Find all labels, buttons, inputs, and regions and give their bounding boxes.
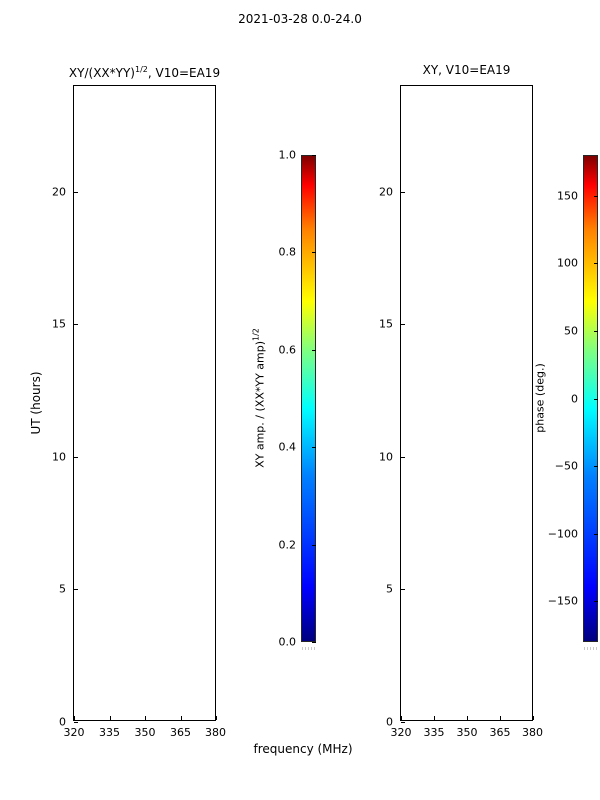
plot-axes-amplitude[interactable]: XY/(XX*YY)1/2, V10=EA19 320 335 350 365 … xyxy=(52,65,226,739)
colorbar-tick-label: 0.2 xyxy=(278,538,297,552)
colorbar-amplitude-label-superscript: 1/2 xyxy=(251,328,261,341)
colorbar-tick-label: 50 xyxy=(564,324,578,338)
colorbar-tick-label: 0.0 xyxy=(278,635,297,649)
colorbar-tick-label: 150 xyxy=(557,189,578,203)
colorbar-amplitude-gradient xyxy=(301,155,316,642)
colorbar-amplitude[interactable]: 0.0 0.2 0.4 0.6 0.8 1.0 xyxy=(279,149,316,650)
colorbar-amplitude-label-main: XY amp. / (XX*YY amp) xyxy=(253,340,267,468)
plot-axes-phase[interactable]: XY, V10=EA19 320 335 350 365 380 0 5 10 … xyxy=(379,63,543,739)
ytick-label: 15 xyxy=(379,317,393,331)
colorbar-tick-label: 0.8 xyxy=(278,245,297,259)
colorbar-tick-mark xyxy=(594,263,598,265)
axes-title-amplitude-main: XY/(XX*YY) xyxy=(68,66,135,80)
colorbar-tick-label: 100 xyxy=(557,256,578,270)
y-axis-label-ut: UT (hours) xyxy=(29,371,43,435)
colorbar-tick-label: 0.6 xyxy=(278,343,297,357)
colorbar-tick-label: 1.0 xyxy=(278,148,297,162)
ytick-mark xyxy=(74,722,78,724)
ytick-mark xyxy=(74,192,78,194)
figure-suptitle: 2021-03-28 0.0-24.0 xyxy=(238,12,362,26)
colorbar-tick-mark xyxy=(312,642,316,644)
colorbar-tick-label: −150 xyxy=(547,594,578,608)
xtick-label: 350 xyxy=(134,726,156,739)
xtick-label: 320 xyxy=(63,726,85,739)
ytick-label: 5 xyxy=(386,582,393,596)
xtick-label: 320 xyxy=(390,726,412,739)
colorbar-tick-mark xyxy=(594,195,598,197)
ytick-mark xyxy=(401,457,405,459)
xtick-label: 335 xyxy=(423,726,445,739)
ytick-label: 20 xyxy=(52,185,66,199)
x-axis-label-frequency: frequency (MHz) xyxy=(253,742,353,756)
colorbar-tick-mark xyxy=(594,398,598,400)
ytick-mark xyxy=(401,324,405,326)
colorbar-phase-footer xyxy=(584,647,597,650)
axes-title-amplitude-superscript: 1/2 xyxy=(134,65,148,74)
ytick-mark xyxy=(401,192,405,194)
axes-title-amplitude: XY/(XX*YY)1/2, V10=EA19 xyxy=(69,63,220,80)
axes-title-amplitude-suffix: , V10=EA19 xyxy=(147,66,221,80)
colorbar-tick-mark xyxy=(312,349,316,351)
xtick-mark xyxy=(180,716,182,720)
xtick-mark xyxy=(532,716,534,720)
colorbar-amplitude-footer xyxy=(302,647,315,650)
axes-title-phase: XY, V10=EA19 xyxy=(422,63,511,77)
xtick-label: 380 xyxy=(522,726,543,739)
xtick-mark xyxy=(500,716,502,720)
colorbar-tick-mark xyxy=(312,544,316,546)
colorbar-phase-label: phase (deg.) xyxy=(533,363,547,433)
ytick-mark xyxy=(401,722,405,724)
ytick-label: 0 xyxy=(386,715,393,729)
xtick-label: 380 xyxy=(205,726,226,739)
ytick-label: 10 xyxy=(379,450,393,464)
colorbar-tick-label: −50 xyxy=(554,459,578,473)
ytick-label: 20 xyxy=(379,185,393,199)
colorbar-tick-mark xyxy=(312,155,316,157)
xtick-mark xyxy=(401,716,403,720)
ytick-mark xyxy=(74,589,78,591)
ytick-label: 0 xyxy=(59,715,66,729)
colorbar-tick-mark xyxy=(594,533,598,535)
ytick-label: 15 xyxy=(52,317,66,331)
xtick-mark xyxy=(434,716,436,720)
colorbar-tick-mark xyxy=(594,466,598,468)
colorbar-tick-label: 0.4 xyxy=(278,440,297,454)
colorbar-phase[interactable]: −150 −100 −50 0 50 100 150 xyxy=(548,155,598,650)
colorbar-tick-label: 0 xyxy=(571,392,578,405)
ytick-mark xyxy=(74,457,78,459)
xtick-mark xyxy=(215,716,217,720)
colorbar-tick-mark xyxy=(312,252,316,254)
ytick-label: 5 xyxy=(59,582,66,596)
colorbar-amplitude-label: XY amp. / (XX*YY amp)1/2 xyxy=(250,328,267,468)
xtick-label: 350 xyxy=(456,726,478,739)
colorbar-tick-mark xyxy=(312,447,316,449)
xtick-label: 365 xyxy=(170,726,191,739)
xtick-mark xyxy=(74,716,76,720)
ytick-mark xyxy=(401,589,405,591)
xtick-mark xyxy=(109,716,111,720)
colorbar-tick-mark xyxy=(594,330,598,332)
ytick-label: 10 xyxy=(52,450,66,464)
xtick-label: 365 xyxy=(489,726,511,739)
xtick-label: 335 xyxy=(99,726,120,739)
xtick-mark xyxy=(145,716,147,720)
colorbar-tick-label: −100 xyxy=(547,527,578,541)
colorbar-tick-mark xyxy=(594,601,598,603)
ytick-mark xyxy=(74,324,78,326)
xtick-mark xyxy=(467,716,469,720)
